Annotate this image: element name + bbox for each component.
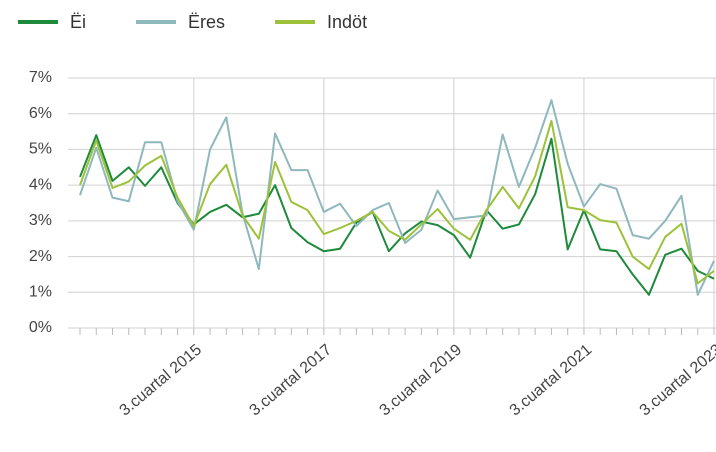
x-tick-label: 3.cuartal 2017 xyxy=(247,341,336,419)
legend-label: Ëi xyxy=(70,12,86,32)
series-line xyxy=(79,134,715,296)
y-tick-label: 1% xyxy=(29,284,52,301)
x-tick-label: 3.cuartal 2023 xyxy=(637,341,716,419)
y-tick-label: 6% xyxy=(29,105,52,122)
y-tick-label: 7% xyxy=(29,69,52,86)
series-line xyxy=(79,119,715,285)
y-tick-label: 3% xyxy=(29,212,52,229)
legend-label: Ëres xyxy=(188,12,225,32)
y-tick-label: 4% xyxy=(29,176,52,193)
x-tick-label: 3.cuartal 2019 xyxy=(377,341,466,419)
x-tick-label: 3.cuartal 2021 xyxy=(507,341,596,419)
series-line xyxy=(79,99,715,296)
x-tick-label: 3.cuartal 2015 xyxy=(116,341,205,419)
legend-label: Indöt xyxy=(327,12,367,32)
y-tick-label: 2% xyxy=(29,248,52,265)
y-tick-label: 0% xyxy=(29,319,52,336)
y-tick-label: 5% xyxy=(29,141,52,158)
